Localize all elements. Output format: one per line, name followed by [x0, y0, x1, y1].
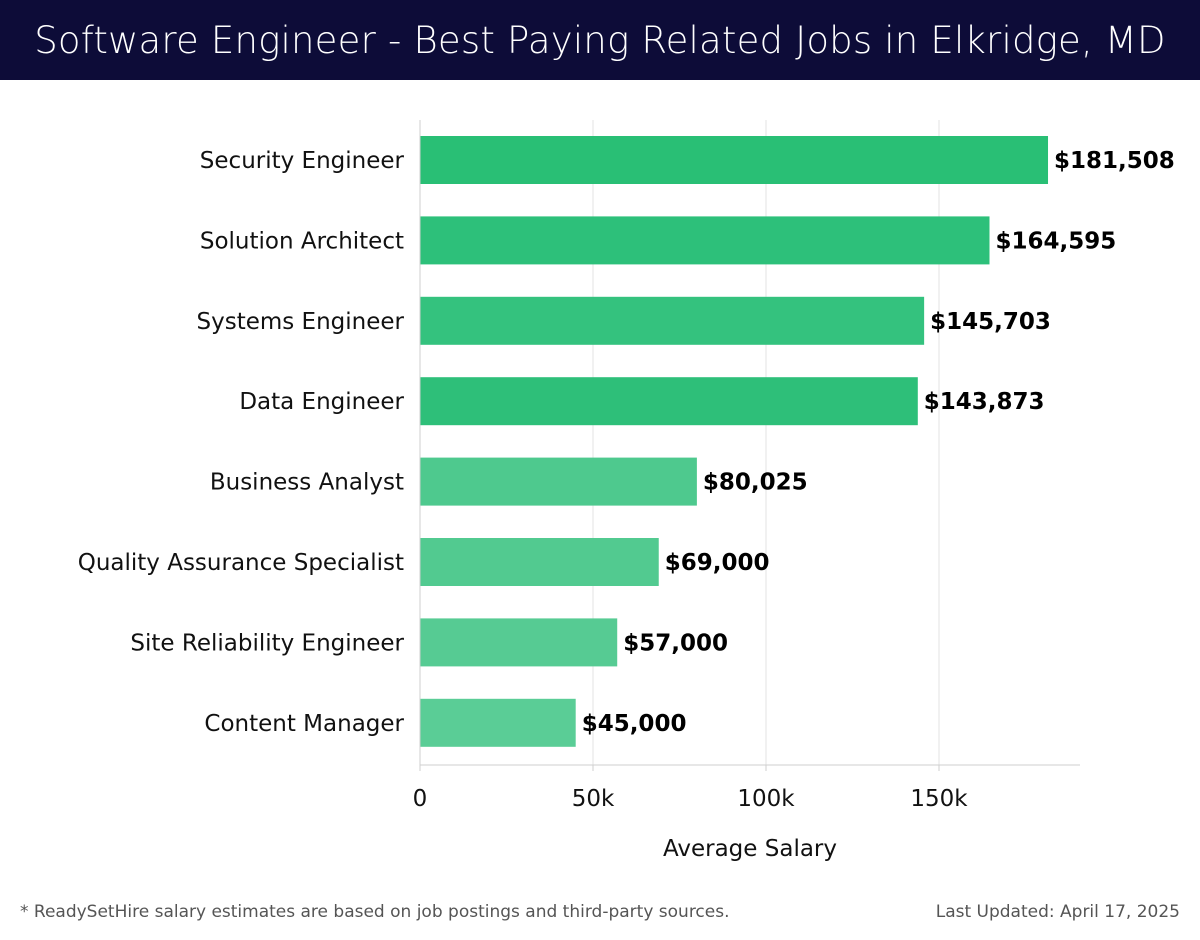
category-label: Business Analyst [210, 470, 404, 496]
bar [420, 538, 659, 586]
value-label: $181,508 [1054, 148, 1175, 174]
category-label: Systems Engineer [197, 309, 405, 335]
salary-bar-chart: Security Engineer Solution Architect Syste… [78, 120, 1175, 862]
footer-disclaimer: * ReadySetHire salary estimates are base… [20, 902, 730, 922]
value-label: $45,000 [582, 711, 687, 737]
x-tick-label: 150k [910, 786, 968, 812]
bar [420, 216, 990, 265]
category-label: Security Engineer [200, 148, 405, 174]
x-tick-label: 0 [413, 786, 428, 812]
x-tick-label: 100k [737, 786, 795, 812]
value-label: $57,000 [623, 630, 728, 656]
bar [420, 698, 576, 747]
bar [420, 618, 618, 667]
value-label: $69,000 [665, 550, 770, 576]
bar [420, 136, 1049, 184]
bar [420, 457, 697, 506]
x-axis: 0 50k 100k 150k Average Salary [413, 120, 1080, 862]
value-label: $80,025 [703, 470, 808, 496]
category-labels: Security Engineer Solution Architect Syste… [78, 148, 405, 737]
bar [420, 377, 918, 426]
x-tick-label: 50k [572, 786, 615, 812]
header-bar: Software Engineer - Best Paying Related … [0, 0, 1200, 80]
bar [420, 296, 925, 345]
category-label: Solution Architect [200, 228, 404, 254]
category-label: Quality Assurance Specialist [78, 550, 404, 576]
x-axis-title: Average Salary [663, 836, 837, 862]
category-label: Site Reliability Engineer [130, 630, 404, 656]
value-label: $164,595 [995, 228, 1116, 254]
value-label: $143,873 [924, 389, 1045, 415]
bars [420, 136, 1049, 747]
category-label: Content Manager [204, 711, 404, 737]
value-labels: $181,508 $164,595 $145,703 $143,873 $80,025 $… [582, 148, 1175, 737]
category-label: Data Engineer [239, 389, 404, 415]
page-title: Software Engineer - Best Paying Related … [34, 18, 1166, 62]
value-label: $145,703 [930, 309, 1051, 335]
footer-last-updated: Last Updated: April 17, 2025 [935, 902, 1180, 922]
